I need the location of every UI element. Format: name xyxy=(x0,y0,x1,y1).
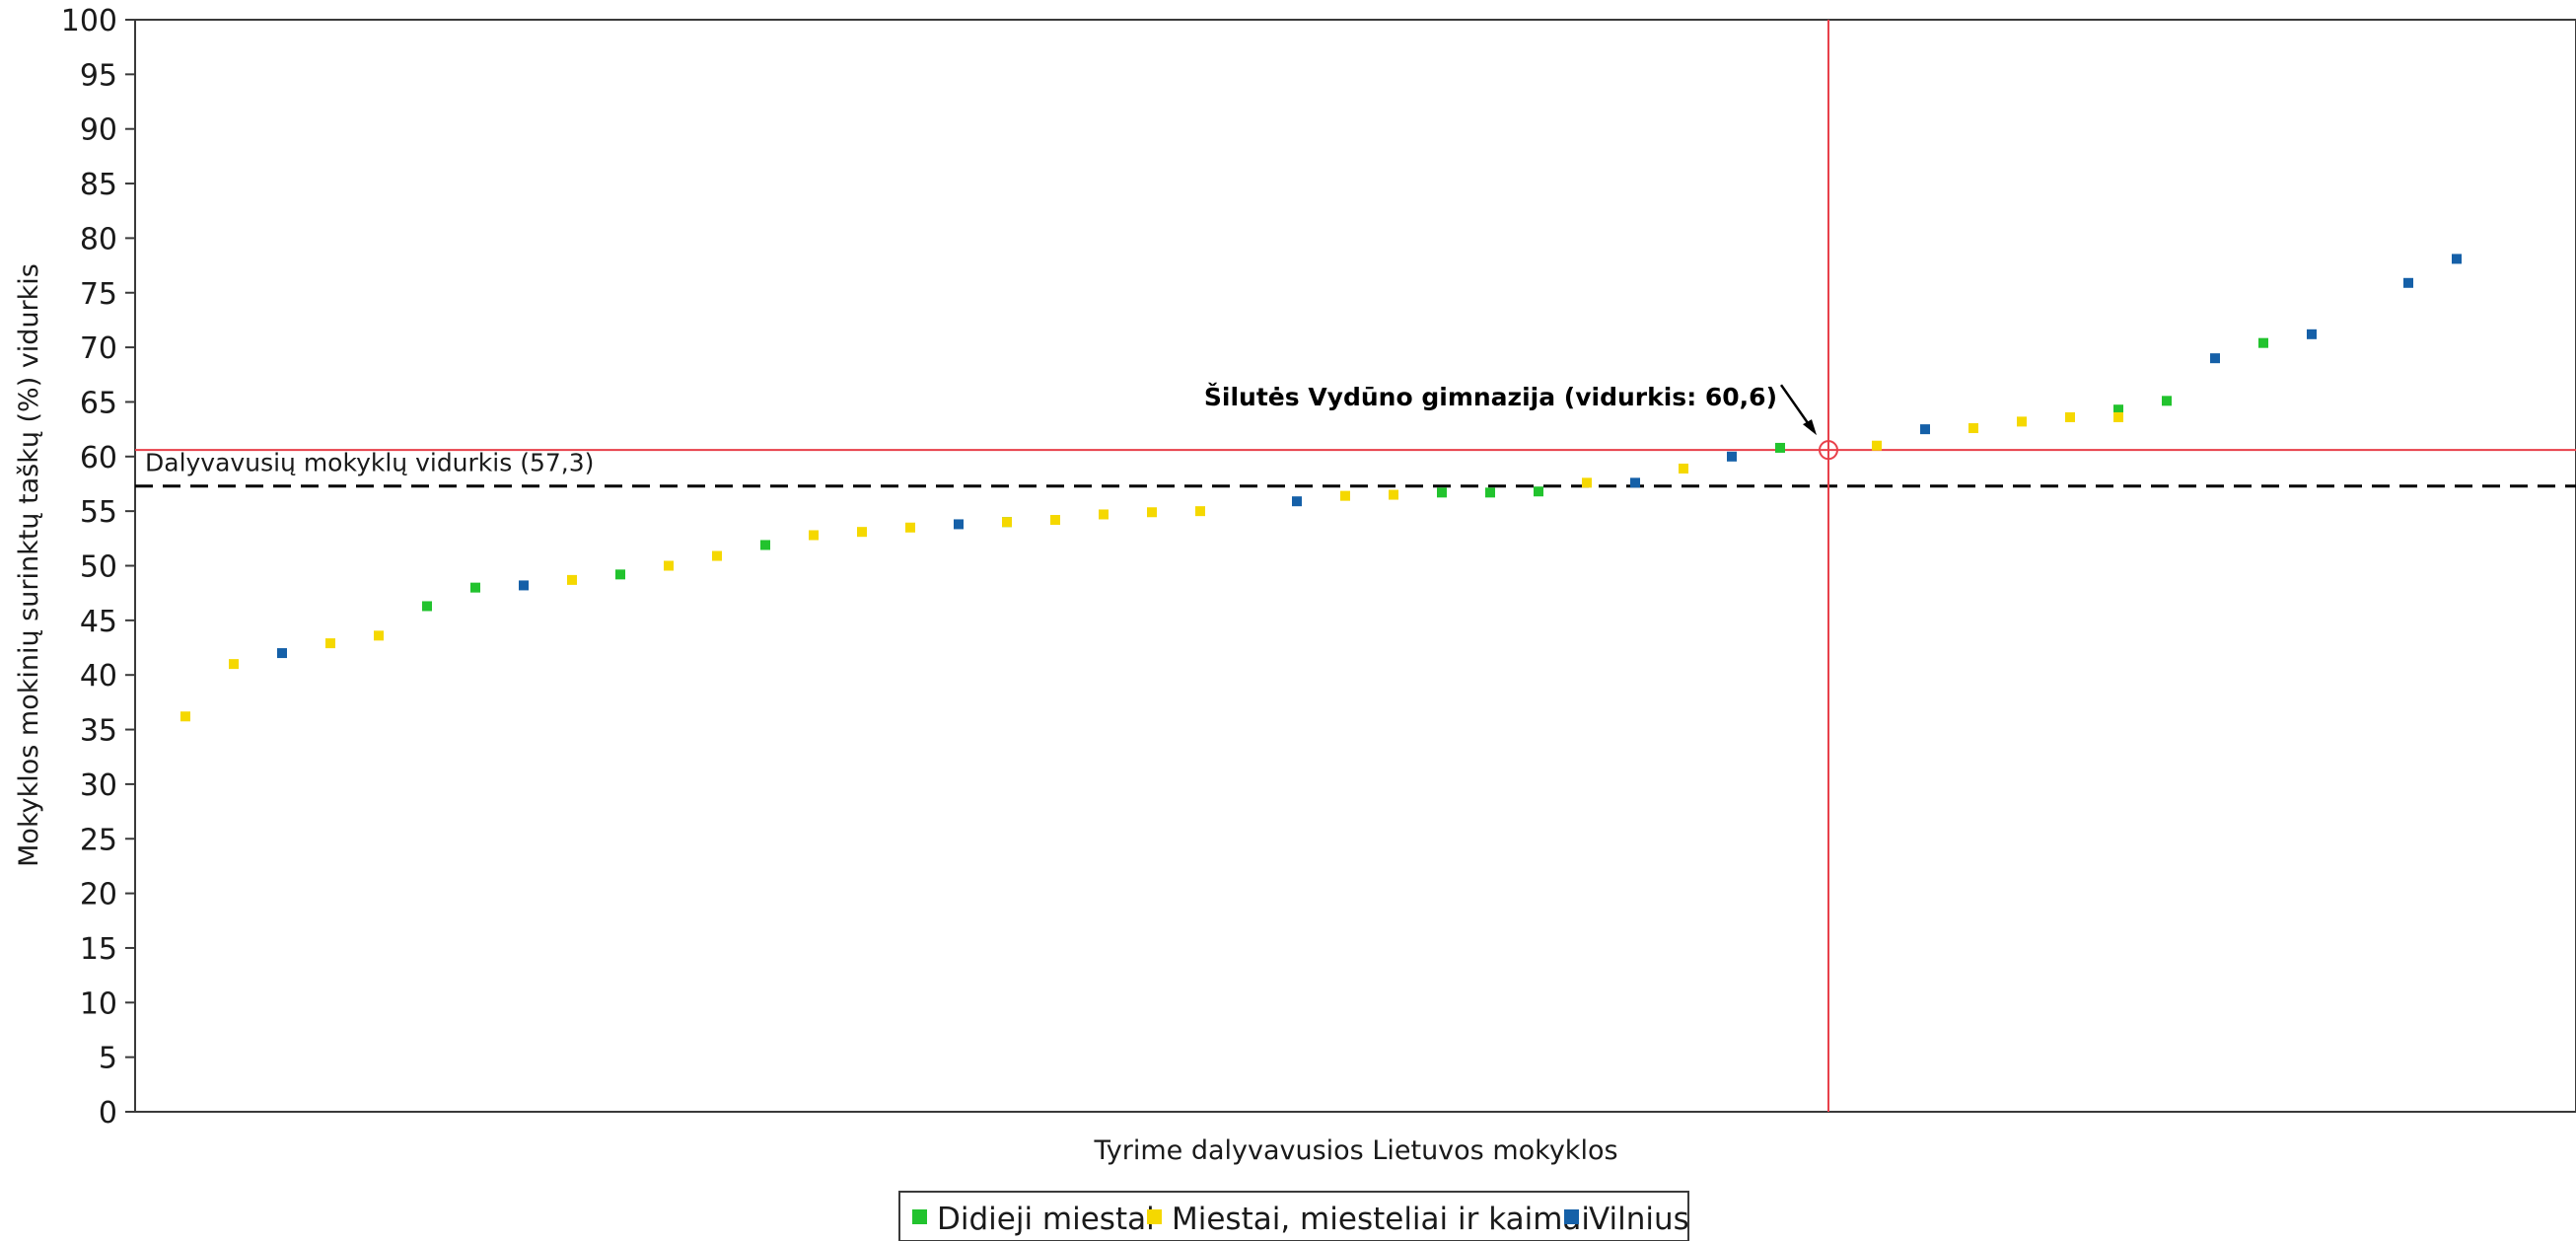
y-tick-label: 65 xyxy=(80,386,117,420)
data-point-miestai-miesteliai-kaimai xyxy=(664,560,674,571)
y-tick-label: 30 xyxy=(80,768,117,803)
data-point-miestai-miesteliai-kaimai xyxy=(809,530,819,541)
data-point-miestai-miesteliai-kaimai xyxy=(1968,423,1978,434)
legend-box xyxy=(898,1191,1689,1241)
y-tick-label: 25 xyxy=(80,823,117,857)
data-point-didieji-miestai xyxy=(2113,404,2123,415)
data-point-miestai-miesteliai-kaimai xyxy=(1195,506,1205,517)
legend-label-miestai-miesteliai-kaimai: Miestai, miesteliai ir kaimai xyxy=(1172,1202,1590,1237)
data-point-didieji-miestai xyxy=(1437,487,1447,498)
y-tick-label: 0 xyxy=(99,1096,117,1131)
y-axis-ticks: 0 5 10 15 20 25 30 35 40 45 50 55 60 65 70 75 80 85 90 95 10… xyxy=(61,4,135,1131)
y-axis-title: Mokyklos mokinių surinktų taškų (%) vidu… xyxy=(14,263,44,867)
y-tick-label: 100 xyxy=(61,4,117,38)
data-point-vilnius xyxy=(954,519,964,530)
highlight-arrow xyxy=(1779,384,1811,425)
data-point-vilnius xyxy=(519,580,529,591)
y-tick-label: 15 xyxy=(80,932,117,967)
data-point-didieji-miestai xyxy=(422,601,432,612)
data-points xyxy=(180,254,2462,722)
legend-label-vilnius: Vilnius xyxy=(1589,1202,1689,1237)
plot-area xyxy=(134,19,2576,1113)
y-tick-label: 70 xyxy=(80,331,117,366)
data-point-miestai-miesteliai-kaimai xyxy=(2065,411,2075,422)
y-tick-label: 35 xyxy=(80,714,117,749)
legend-swatch-didieji-miestai xyxy=(912,1209,927,1224)
data-point-didieji-miestai xyxy=(2258,337,2268,348)
data-point-didieji-miestai xyxy=(1534,486,1543,497)
data-point-vilnius xyxy=(1630,477,1640,488)
data-point-miestai-miesteliai-kaimai xyxy=(325,638,335,649)
data-point-miestai-miesteliai-kaimai xyxy=(2113,411,2123,422)
data-point-vilnius xyxy=(1920,424,1930,435)
y-tick-label: 45 xyxy=(80,605,117,639)
y-tick-label: 10 xyxy=(80,986,117,1021)
data-point-miestai-miesteliai-kaimai xyxy=(905,522,915,533)
highlight-point-marker xyxy=(1819,440,1838,461)
data-point-miestai-miesteliai-kaimai xyxy=(1002,517,1012,528)
data-point-vilnius xyxy=(2307,328,2317,339)
data-point-miestai-miesteliai-kaimai xyxy=(1147,507,1157,518)
data-point-miestai-miesteliai-kaimai xyxy=(374,630,384,641)
y-tick-label: 85 xyxy=(80,168,117,202)
y-tick-label: 50 xyxy=(80,550,117,585)
data-point-miestai-miesteliai-kaimai xyxy=(1582,477,1592,488)
legend-swatch-miestai-miesteliai-kaimai xyxy=(1147,1209,1162,1224)
highlight-label: Šilutės Vydūno gimnazija (vidurkis: 60,6… xyxy=(1204,382,1777,411)
data-point-vilnius xyxy=(2403,277,2413,288)
data-point-miestai-miesteliai-kaimai xyxy=(1099,509,1109,520)
average-label: Dalyvavusių mokyklų vidurkis (57,3) xyxy=(145,449,594,477)
data-point-didieji-miestai xyxy=(470,582,480,593)
y-tick-label: 20 xyxy=(80,878,117,912)
data-point-vilnius xyxy=(2210,353,2220,364)
data-point-miestai-miesteliai-kaimai xyxy=(567,574,577,585)
data-point-vilnius xyxy=(277,648,287,659)
y-tick-label: 90 xyxy=(80,113,117,148)
data-point-miestai-miesteliai-kaimai xyxy=(2017,416,2027,427)
data-point-didieji-miestai xyxy=(615,569,625,580)
y-tick-label: 40 xyxy=(80,659,117,694)
data-point-miestai-miesteliai-kaimai xyxy=(712,550,722,561)
y-tick-label: 75 xyxy=(80,277,117,312)
data-point-miestai-miesteliai-kaimai xyxy=(1872,440,1882,451)
data-point-miestai-miesteliai-kaimai xyxy=(1679,463,1688,474)
y-tick-label: 80 xyxy=(80,222,117,256)
legend: Didieji miestai Miestai, miesteliai ir ka… xyxy=(898,1191,1689,1241)
data-point-vilnius xyxy=(2452,254,2462,264)
data-point-miestai-miesteliai-kaimai xyxy=(180,711,190,722)
legend-label-didieji-miestai: Didieji miestai xyxy=(937,1202,1155,1237)
data-point-didieji-miestai xyxy=(2162,396,2172,406)
data-point-miestai-miesteliai-kaimai xyxy=(1389,489,1398,500)
x-axis-title: Tyrime dalyvavusios Lietuvos mokyklos xyxy=(1093,1135,1617,1166)
y-tick-label: 5 xyxy=(99,1042,117,1076)
y-tick-label: 60 xyxy=(80,441,117,475)
data-point-miestai-miesteliai-kaimai xyxy=(1050,515,1060,526)
y-tick-label: 55 xyxy=(80,495,117,530)
legend-swatch-vilnius xyxy=(1564,1209,1579,1224)
data-point-didieji-miestai xyxy=(760,540,770,550)
highlight-arrowhead xyxy=(1803,419,1817,436)
data-point-didieji-miestai xyxy=(1485,487,1495,498)
data-point-didieji-miestai xyxy=(1775,442,1785,453)
data-point-miestai-miesteliai-kaimai xyxy=(857,527,867,538)
y-tick-label: 95 xyxy=(80,58,117,93)
data-point-vilnius xyxy=(1727,451,1737,462)
data-point-miestai-miesteliai-kaimai xyxy=(229,659,239,670)
data-point-vilnius xyxy=(1292,496,1302,507)
data-point-miestai-miesteliai-kaimai xyxy=(1340,490,1350,501)
